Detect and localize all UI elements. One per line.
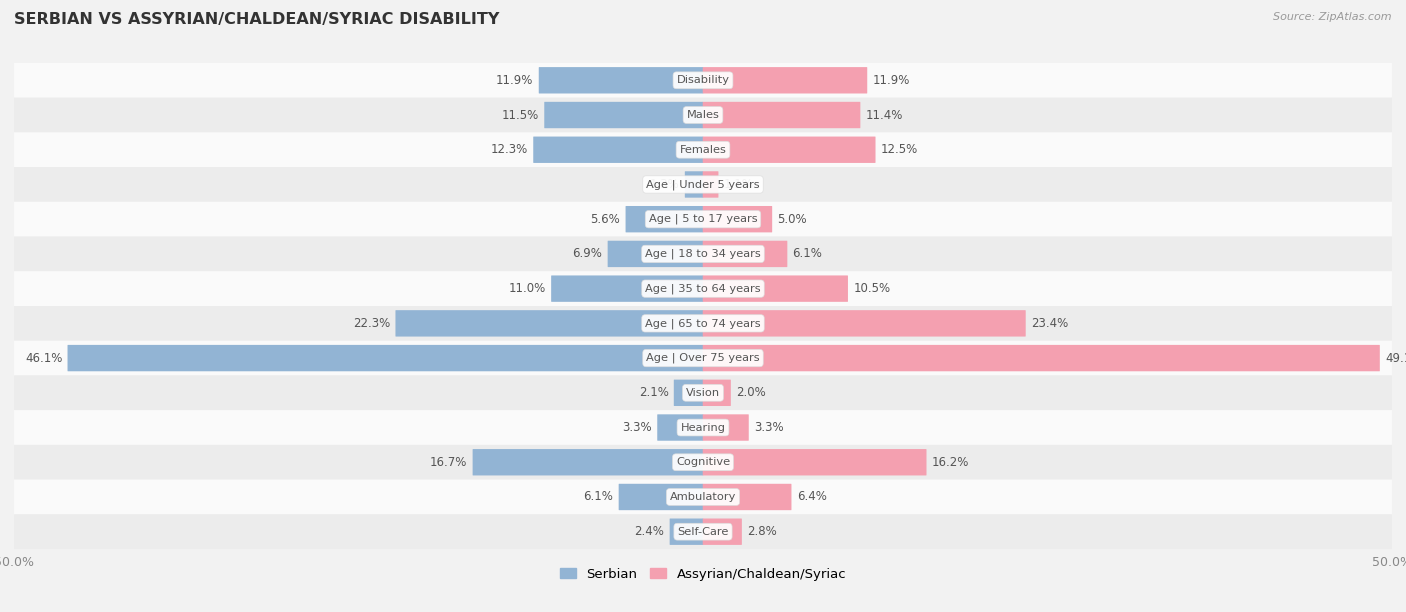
Text: 2.8%: 2.8% bbox=[747, 525, 778, 538]
FancyBboxPatch shape bbox=[14, 375, 1392, 410]
Text: 11.5%: 11.5% bbox=[502, 108, 538, 122]
Text: Vision: Vision bbox=[686, 388, 720, 398]
FancyBboxPatch shape bbox=[14, 167, 1392, 202]
Text: Age | Under 5 years: Age | Under 5 years bbox=[647, 179, 759, 190]
FancyBboxPatch shape bbox=[607, 241, 703, 267]
FancyBboxPatch shape bbox=[703, 345, 1379, 371]
FancyBboxPatch shape bbox=[703, 171, 718, 198]
FancyBboxPatch shape bbox=[703, 414, 749, 441]
Text: 6.4%: 6.4% bbox=[797, 490, 827, 504]
FancyBboxPatch shape bbox=[703, 449, 927, 476]
FancyBboxPatch shape bbox=[14, 63, 1392, 98]
FancyBboxPatch shape bbox=[626, 206, 703, 233]
Text: 5.6%: 5.6% bbox=[591, 213, 620, 226]
FancyBboxPatch shape bbox=[703, 206, 772, 233]
FancyBboxPatch shape bbox=[533, 136, 703, 163]
Text: Age | Over 75 years: Age | Over 75 years bbox=[647, 353, 759, 364]
Text: 5.0%: 5.0% bbox=[778, 213, 807, 226]
Text: 22.3%: 22.3% bbox=[353, 317, 391, 330]
Text: 2.0%: 2.0% bbox=[737, 386, 766, 399]
Text: 3.3%: 3.3% bbox=[623, 421, 652, 434]
Text: 11.0%: 11.0% bbox=[509, 282, 546, 295]
Text: Cognitive: Cognitive bbox=[676, 457, 730, 467]
FancyBboxPatch shape bbox=[14, 341, 1392, 375]
FancyBboxPatch shape bbox=[703, 136, 876, 163]
FancyBboxPatch shape bbox=[685, 171, 703, 198]
FancyBboxPatch shape bbox=[14, 98, 1392, 132]
FancyBboxPatch shape bbox=[544, 102, 703, 129]
FancyBboxPatch shape bbox=[14, 202, 1392, 237]
Text: 11.4%: 11.4% bbox=[866, 108, 903, 122]
Text: 11.9%: 11.9% bbox=[873, 74, 910, 87]
FancyBboxPatch shape bbox=[14, 480, 1392, 514]
FancyBboxPatch shape bbox=[14, 132, 1392, 167]
Text: Ambulatory: Ambulatory bbox=[669, 492, 737, 502]
FancyBboxPatch shape bbox=[14, 306, 1392, 341]
FancyBboxPatch shape bbox=[14, 445, 1392, 480]
Text: 2.1%: 2.1% bbox=[638, 386, 669, 399]
Text: 46.1%: 46.1% bbox=[25, 351, 62, 365]
FancyBboxPatch shape bbox=[703, 275, 848, 302]
FancyBboxPatch shape bbox=[703, 102, 860, 129]
FancyBboxPatch shape bbox=[14, 514, 1392, 549]
Text: Age | 5 to 17 years: Age | 5 to 17 years bbox=[648, 214, 758, 225]
FancyBboxPatch shape bbox=[14, 410, 1392, 445]
FancyBboxPatch shape bbox=[619, 483, 703, 510]
FancyBboxPatch shape bbox=[657, 414, 703, 441]
FancyBboxPatch shape bbox=[551, 275, 703, 302]
Text: 2.4%: 2.4% bbox=[634, 525, 665, 538]
Text: Age | 65 to 74 years: Age | 65 to 74 years bbox=[645, 318, 761, 329]
Text: 16.2%: 16.2% bbox=[932, 456, 969, 469]
Text: 3.3%: 3.3% bbox=[754, 421, 783, 434]
Text: Self-Care: Self-Care bbox=[678, 527, 728, 537]
FancyBboxPatch shape bbox=[67, 345, 703, 371]
FancyBboxPatch shape bbox=[472, 449, 703, 476]
Text: Disability: Disability bbox=[676, 75, 730, 85]
FancyBboxPatch shape bbox=[538, 67, 703, 94]
FancyBboxPatch shape bbox=[703, 379, 731, 406]
FancyBboxPatch shape bbox=[395, 310, 703, 337]
FancyBboxPatch shape bbox=[14, 237, 1392, 271]
Text: Age | 18 to 34 years: Age | 18 to 34 years bbox=[645, 248, 761, 259]
Text: 12.3%: 12.3% bbox=[491, 143, 529, 156]
Text: 1.1%: 1.1% bbox=[724, 178, 754, 191]
Text: 6.1%: 6.1% bbox=[793, 247, 823, 261]
Text: 6.9%: 6.9% bbox=[572, 247, 602, 261]
Text: 23.4%: 23.4% bbox=[1031, 317, 1069, 330]
Text: Females: Females bbox=[679, 145, 727, 155]
FancyBboxPatch shape bbox=[673, 379, 703, 406]
FancyBboxPatch shape bbox=[669, 518, 703, 545]
FancyBboxPatch shape bbox=[703, 518, 742, 545]
Text: Hearing: Hearing bbox=[681, 422, 725, 433]
FancyBboxPatch shape bbox=[703, 241, 787, 267]
Text: 10.5%: 10.5% bbox=[853, 282, 890, 295]
FancyBboxPatch shape bbox=[703, 483, 792, 510]
Text: 1.3%: 1.3% bbox=[650, 178, 679, 191]
Text: 16.7%: 16.7% bbox=[430, 456, 467, 469]
Text: Males: Males bbox=[686, 110, 720, 120]
Text: 11.9%: 11.9% bbox=[496, 74, 533, 87]
FancyBboxPatch shape bbox=[14, 271, 1392, 306]
FancyBboxPatch shape bbox=[703, 310, 1026, 337]
Text: Age | 35 to 64 years: Age | 35 to 64 years bbox=[645, 283, 761, 294]
Text: SERBIAN VS ASSYRIAN/CHALDEAN/SYRIAC DISABILITY: SERBIAN VS ASSYRIAN/CHALDEAN/SYRIAC DISA… bbox=[14, 12, 499, 28]
Legend: Serbian, Assyrian/Chaldean/Syriac: Serbian, Assyrian/Chaldean/Syriac bbox=[554, 562, 852, 586]
FancyBboxPatch shape bbox=[703, 67, 868, 94]
Text: Source: ZipAtlas.com: Source: ZipAtlas.com bbox=[1274, 12, 1392, 22]
Text: 49.1%: 49.1% bbox=[1385, 351, 1406, 365]
Text: 12.5%: 12.5% bbox=[880, 143, 918, 156]
Text: 6.1%: 6.1% bbox=[583, 490, 613, 504]
